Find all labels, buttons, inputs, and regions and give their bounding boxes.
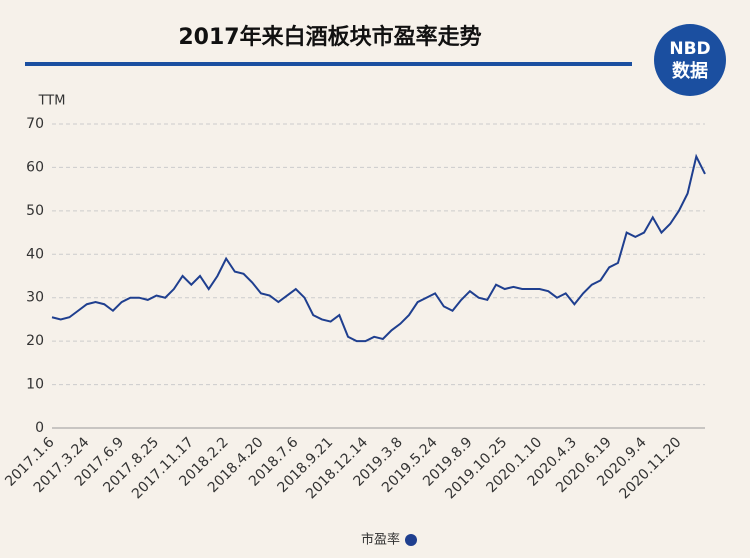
y-tick-label: 0: [35, 420, 44, 436]
line: [51, 153, 706, 343]
logo-text: 数据: [672, 60, 708, 82]
y-tick-label: 50: [26, 203, 44, 219]
y-tick-label: 70: [26, 116, 44, 132]
logo: NBD: [669, 39, 710, 59]
y-axis-label: TTM: [38, 94, 66, 109]
legend-label: 市盈率: [361, 532, 400, 548]
logo-circle: [654, 24, 726, 96]
y-tick-label: 10: [26, 377, 44, 393]
chart-title: 2017年来白酒板块市盈率走势: [178, 24, 481, 50]
title-rule: [25, 62, 632, 66]
y-tick-label: 60: [26, 159, 44, 175]
legend-marker: [405, 534, 417, 546]
y-tick-label: 20: [26, 333, 44, 349]
y-tick-label: 40: [26, 246, 44, 262]
y-tick-label: 30: [26, 290, 44, 306]
